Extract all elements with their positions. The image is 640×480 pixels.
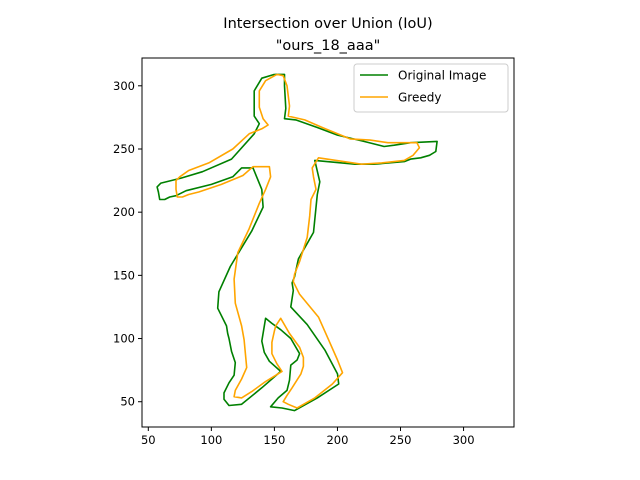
y-tick-label: 250: [113, 142, 135, 156]
plot-area-frame: [141, 57, 515, 428]
x-tick-label: 250: [390, 433, 412, 447]
series-line-greedy: [175, 73, 421, 409]
y-tick-label: 50: [120, 395, 135, 409]
legend-label-original-image: Original Image: [398, 69, 486, 83]
x-tick-label: 300: [453, 433, 475, 447]
y-tick-label: 100: [113, 332, 135, 346]
y-axis: 50 100 150 200 250 300: [113, 79, 142, 409]
legend: Original Image Greedy: [353, 63, 509, 113]
x-tick-label: 50: [141, 433, 156, 447]
y-tick-label: 150: [113, 268, 135, 282]
legend-box: [353, 63, 509, 113]
x-tick-label: 200: [326, 433, 348, 447]
x-axis: 50 100 150 200 250 300: [141, 427, 475, 447]
y-tick-label: 300: [113, 79, 135, 93]
y-tick-label: 200: [113, 205, 135, 219]
legend-label-greedy: Greedy: [398, 91, 441, 105]
x-tick-label: 150: [263, 433, 285, 447]
chart-subtitle: "ours_18_aaa": [276, 38, 381, 54]
chart-title: Intersection over Union (IoU): [223, 16, 432, 32]
series-layer: [156, 73, 438, 412]
x-tick-label: 100: [200, 433, 222, 447]
series-line-original-image: [156, 73, 438, 412]
